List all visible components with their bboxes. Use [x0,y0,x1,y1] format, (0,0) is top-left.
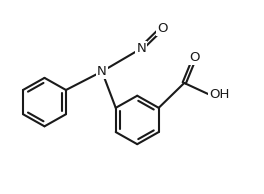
Text: O: O [190,51,200,64]
Text: OH: OH [209,88,229,101]
Text: N: N [136,42,146,55]
Text: O: O [157,22,167,35]
Text: N: N [97,65,107,78]
